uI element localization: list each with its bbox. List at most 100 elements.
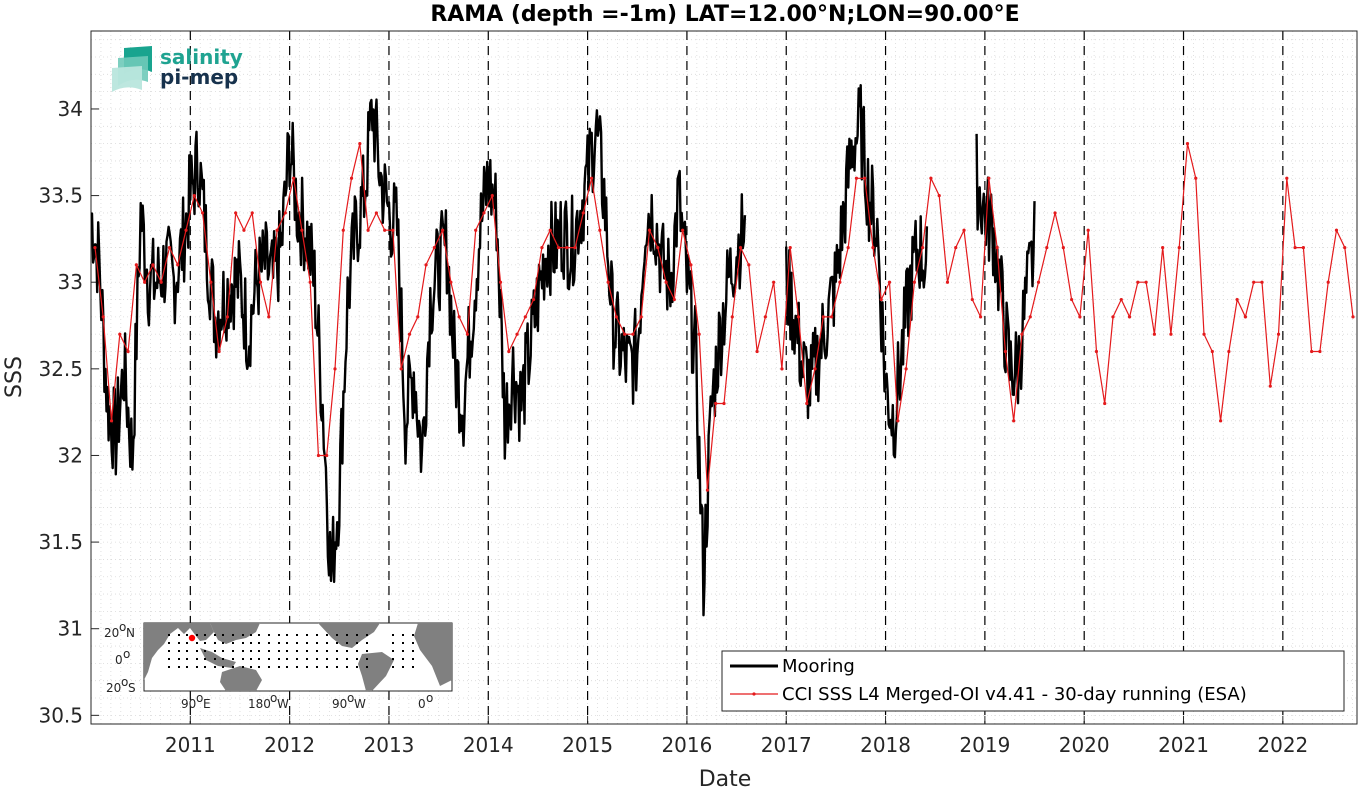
cci-data-point <box>987 176 991 180</box>
cci-data-point <box>821 315 825 319</box>
mooring-station-dot <box>196 642 198 644</box>
cci-data-point <box>200 211 205 215</box>
cci-data-point <box>151 263 155 267</box>
cci-data-point <box>1127 315 1132 319</box>
mooring-station-dot <box>366 666 368 668</box>
cci-data-point <box>1252 280 1256 284</box>
cci-data-point <box>1036 280 1041 284</box>
cci-data-point <box>556 245 561 250</box>
y-tick-label: 34 <box>58 97 83 121</box>
cci-data-point <box>573 245 577 250</box>
cci-data-point <box>1194 176 1198 180</box>
mooring-station-dot <box>258 642 260 644</box>
x-tick-label: 2019 <box>959 733 1010 757</box>
x-axis-label: Date <box>699 767 752 790</box>
mooring-station-dot <box>346 642 348 644</box>
cci-data-point <box>143 280 147 284</box>
mooring-station-dot <box>392 650 394 652</box>
logo-word-pimep: pi-mep <box>160 65 238 89</box>
legend-box <box>721 650 1345 712</box>
cci-data-point <box>432 245 436 250</box>
cci-data-point <box>465 332 470 336</box>
cci-data-point <box>929 176 933 180</box>
y-tick-label: 32.5 <box>38 357 83 381</box>
y-axis-ticks: 30.5 31 31.5 32 32.5 33 33.5 34 <box>38 97 99 727</box>
cci-data-point <box>1243 315 1248 319</box>
cci-data-point <box>863 176 867 180</box>
mooring-station-dot <box>356 658 358 660</box>
mooring-station-dot <box>286 666 288 668</box>
cci-data-point <box>763 315 767 319</box>
y-tick-label: 31.5 <box>38 530 83 554</box>
cci-data-point <box>1334 228 1339 232</box>
y-tick-label: 32 <box>58 443 83 467</box>
cci-data-point <box>970 297 974 302</box>
map-land-australia <box>220 666 262 691</box>
cci-data-point <box>1119 297 1123 302</box>
mooring-station-dot <box>326 658 328 660</box>
cci-data-point <box>407 332 412 336</box>
mooring-station-dot <box>296 658 298 660</box>
mooring-station-dot <box>346 658 348 660</box>
mooring-station-dot <box>326 634 328 636</box>
mooring-station-dot <box>168 650 170 652</box>
cci-data-point <box>1111 315 1115 319</box>
lon-label-value: 0 <box>418 697 426 711</box>
cci-data-point <box>1293 245 1297 250</box>
cci-data-point <box>879 297 883 302</box>
cci-data-point <box>474 228 478 232</box>
cci-data-point <box>126 349 130 354</box>
mooring-station-dot <box>392 666 394 668</box>
lat-degree-mark: o <box>121 675 128 689</box>
lat-label-value: 0 <box>115 653 123 667</box>
logo-word-salinity: salinity <box>160 45 243 69</box>
mooring-station-dot <box>336 634 338 636</box>
cci-data-point <box>813 367 817 371</box>
cci-data-point <box>623 332 627 336</box>
mooring-station-dot <box>296 666 298 668</box>
cci-data-point <box>217 349 221 354</box>
cci-data-point <box>192 193 196 198</box>
cci-data-point <box>995 245 999 250</box>
cci-data-point <box>747 263 751 267</box>
series-layer <box>90 84 1355 617</box>
grid-lines <box>90 31 1357 724</box>
cci-data-point <box>498 280 503 284</box>
cci-data-point <box>548 228 552 232</box>
cci-data-point <box>507 349 511 354</box>
lon-degree-mark: o <box>270 691 277 705</box>
cci-data-point <box>1177 245 1181 250</box>
x-tick-label: 2015 <box>562 733 613 757</box>
cci-data-point <box>705 488 710 492</box>
cci-data-point <box>631 332 635 336</box>
cci-data-point <box>482 211 486 215</box>
cci-data-point <box>532 297 536 302</box>
mooring-station-dot <box>278 642 280 644</box>
mooring-station-dot <box>316 634 318 636</box>
lon-hemisphere: W <box>354 697 366 711</box>
mooring-station-dot <box>366 642 368 644</box>
cci-data-point <box>871 245 875 250</box>
y-tick-label: 33.5 <box>38 184 83 208</box>
mooring-station-dot <box>296 634 298 636</box>
mooring-station-dot <box>346 650 348 652</box>
mooring-station-dot <box>402 658 404 660</box>
mooring-station-dot <box>336 658 338 660</box>
cci-data-point <box>540 245 544 250</box>
cci-data-point <box>565 245 569 250</box>
mooring-station-dot <box>346 634 348 636</box>
cci-data-point <box>1061 245 1065 250</box>
cci-data-point <box>1268 384 1272 388</box>
cci-data-point <box>647 228 652 232</box>
map-lat-label-20n: 20 o N <box>104 620 135 640</box>
mooring-station-dot <box>242 642 244 644</box>
year-marker-lines <box>189 31 1284 724</box>
inset-station-map: 20 o N 0 o 20 o S 90 o E 180 o W 90 o W <box>104 620 453 711</box>
mooring-station-dot <box>178 658 180 660</box>
cci-data-point <box>738 245 743 250</box>
mooring-station-dot <box>186 642 188 644</box>
cci-data-point <box>225 315 229 319</box>
map-land-africa-asia <box>144 623 214 680</box>
cci-data-point <box>805 401 809 406</box>
